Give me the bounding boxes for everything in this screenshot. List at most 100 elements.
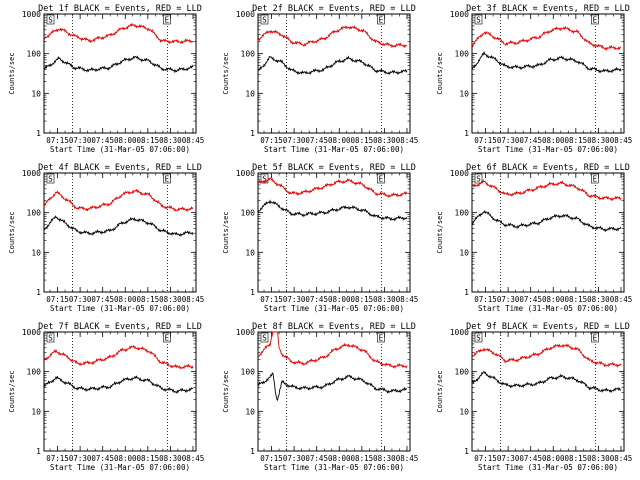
y-tick-label: 10 bbox=[459, 248, 469, 257]
x-tick-label: 07:30 bbox=[283, 295, 306, 304]
y-tick-label: 1 bbox=[464, 129, 469, 138]
start-marker-box bbox=[46, 14, 55, 25]
plot-frame bbox=[43, 331, 197, 452]
y-axis-label: Counts/sec bbox=[222, 52, 230, 94]
end-marker-label: E bbox=[593, 16, 598, 25]
y-tick-label: 1000 bbox=[22, 169, 41, 178]
start-marker-box bbox=[474, 332, 483, 343]
start-marker-box bbox=[260, 173, 269, 184]
events-series-line bbox=[257, 372, 408, 402]
x-tick-label: 08:15 bbox=[351, 295, 374, 304]
x-tick-label: 08:00 bbox=[114, 295, 137, 304]
panel-title: Det 3f BLACK = Events, RED = LLD bbox=[466, 4, 630, 14]
y-axis-label: Counts/sec bbox=[436, 370, 444, 412]
x-tick-label: 07:30 bbox=[497, 136, 520, 145]
x-axis-label: Start Time (31-Mar-05 07:06:00) bbox=[50, 304, 190, 313]
lld-series-line bbox=[471, 179, 622, 202]
start-marker-box bbox=[46, 173, 55, 184]
y-tick-label: 10 bbox=[459, 89, 469, 98]
x-tick-label: 08:30 bbox=[587, 295, 610, 304]
x-tick-label: 08:45 bbox=[610, 136, 633, 145]
x-tick-label: 08:45 bbox=[610, 295, 633, 304]
x-tick-label: 07:15 bbox=[260, 454, 283, 463]
end-marker-label: E bbox=[165, 16, 170, 25]
x-tick-label: 08:15 bbox=[137, 136, 160, 145]
x-tick-label: 07:45 bbox=[519, 295, 542, 304]
x-tick-label: 08:00 bbox=[542, 295, 565, 304]
end-marker-box bbox=[591, 173, 599, 184]
x-tick-label: 07:15 bbox=[474, 454, 497, 463]
panel-title: Det 9f BLACK = Events, RED = LLD bbox=[466, 322, 630, 332]
y-tick-label: 1 bbox=[250, 129, 255, 138]
end-marker-box bbox=[591, 14, 599, 25]
x-tick-label: 07:15 bbox=[46, 136, 69, 145]
plot-frame bbox=[471, 331, 625, 452]
y-tick-label: 10 bbox=[245, 248, 255, 257]
x-tick-label: 08:30 bbox=[587, 136, 610, 145]
x-axis-label: Start Time (31-Mar-05 07:06:00) bbox=[50, 145, 190, 154]
x-tick-label: 07:15 bbox=[474, 136, 497, 145]
x-tick-label: 08:00 bbox=[328, 136, 351, 145]
plot-frame bbox=[471, 13, 625, 134]
y-tick-label: 100 bbox=[455, 368, 470, 377]
end-marker-box bbox=[377, 14, 385, 25]
x-tick-label: 08:30 bbox=[373, 295, 396, 304]
y-tick-label: 10 bbox=[31, 89, 41, 98]
x-tick-label: 08:15 bbox=[565, 136, 588, 145]
events-series-line bbox=[257, 199, 408, 222]
end-marker-box bbox=[163, 14, 171, 25]
x-tick-label: 07:30 bbox=[69, 136, 92, 145]
x-tick-label: 08:00 bbox=[114, 136, 137, 145]
events-series-line bbox=[43, 215, 194, 238]
plot-frame bbox=[257, 172, 411, 293]
x-tick-label: 07:15 bbox=[474, 295, 497, 304]
end-marker-label: E bbox=[379, 334, 384, 343]
x-tick-label: 07:45 bbox=[305, 295, 328, 304]
start-marker-label: S bbox=[476, 16, 481, 25]
y-tick-label: 10 bbox=[245, 407, 255, 416]
lld-series-line bbox=[43, 188, 194, 213]
x-tick-label: 07:30 bbox=[69, 454, 92, 463]
start-marker-label: S bbox=[476, 334, 481, 343]
x-tick-label: 07:45 bbox=[91, 136, 114, 145]
x-tick-label: 08:15 bbox=[351, 136, 374, 145]
end-marker-label: E bbox=[379, 175, 384, 184]
panel-3: Det 3f BLACK = Events, RED = LLD 1 10 100 10… bbox=[436, 4, 632, 154]
x-tick-label: 07:45 bbox=[519, 454, 542, 463]
x-tick-label: 08:45 bbox=[610, 454, 633, 463]
x-tick-label: 08:45 bbox=[182, 136, 205, 145]
y-tick-label: 100 bbox=[27, 50, 42, 59]
x-tick-label: 08:45 bbox=[182, 454, 205, 463]
y-tick-label: 100 bbox=[241, 50, 256, 59]
x-tick-label: 08:30 bbox=[587, 454, 610, 463]
events-series-line bbox=[43, 375, 194, 394]
end-marker-box bbox=[163, 332, 171, 343]
x-tick-label: 07:30 bbox=[497, 295, 520, 304]
y-axis-label: Counts/sec bbox=[8, 211, 16, 253]
x-axis-label: Start Time (31-Mar-05 07:06:00) bbox=[264, 304, 404, 313]
y-tick-label: 1000 bbox=[236, 10, 255, 19]
panel-title: Det 8f BLACK = Events, RED = LLD bbox=[252, 322, 416, 332]
y-tick-label: 10 bbox=[31, 407, 41, 416]
end-marker-label: E bbox=[165, 334, 170, 343]
x-tick-label: 08:00 bbox=[114, 454, 137, 463]
y-tick-label: 1000 bbox=[450, 328, 469, 337]
y-axis-label: Counts/sec bbox=[436, 211, 444, 253]
x-tick-label: 08:30 bbox=[159, 295, 182, 304]
plot-frame bbox=[257, 13, 411, 134]
lld-series-line bbox=[257, 25, 408, 49]
x-tick-label: 07:15 bbox=[46, 295, 69, 304]
x-tick-label: 07:15 bbox=[260, 295, 283, 304]
y-tick-label: 100 bbox=[455, 209, 470, 218]
lld-series-line bbox=[43, 344, 194, 370]
panel-title: Det 1f BLACK = Events, RED = LLD bbox=[38, 4, 202, 14]
y-tick-label: 100 bbox=[241, 368, 256, 377]
start-marker-box bbox=[260, 332, 269, 343]
start-marker-box bbox=[260, 14, 269, 25]
lld-series-line bbox=[471, 25, 622, 51]
end-marker-box bbox=[163, 173, 171, 184]
y-tick-label: 1000 bbox=[22, 328, 41, 337]
x-tick-label: 08:15 bbox=[565, 295, 588, 304]
y-tick-label: 10 bbox=[459, 407, 469, 416]
x-tick-label: 08:15 bbox=[565, 454, 588, 463]
